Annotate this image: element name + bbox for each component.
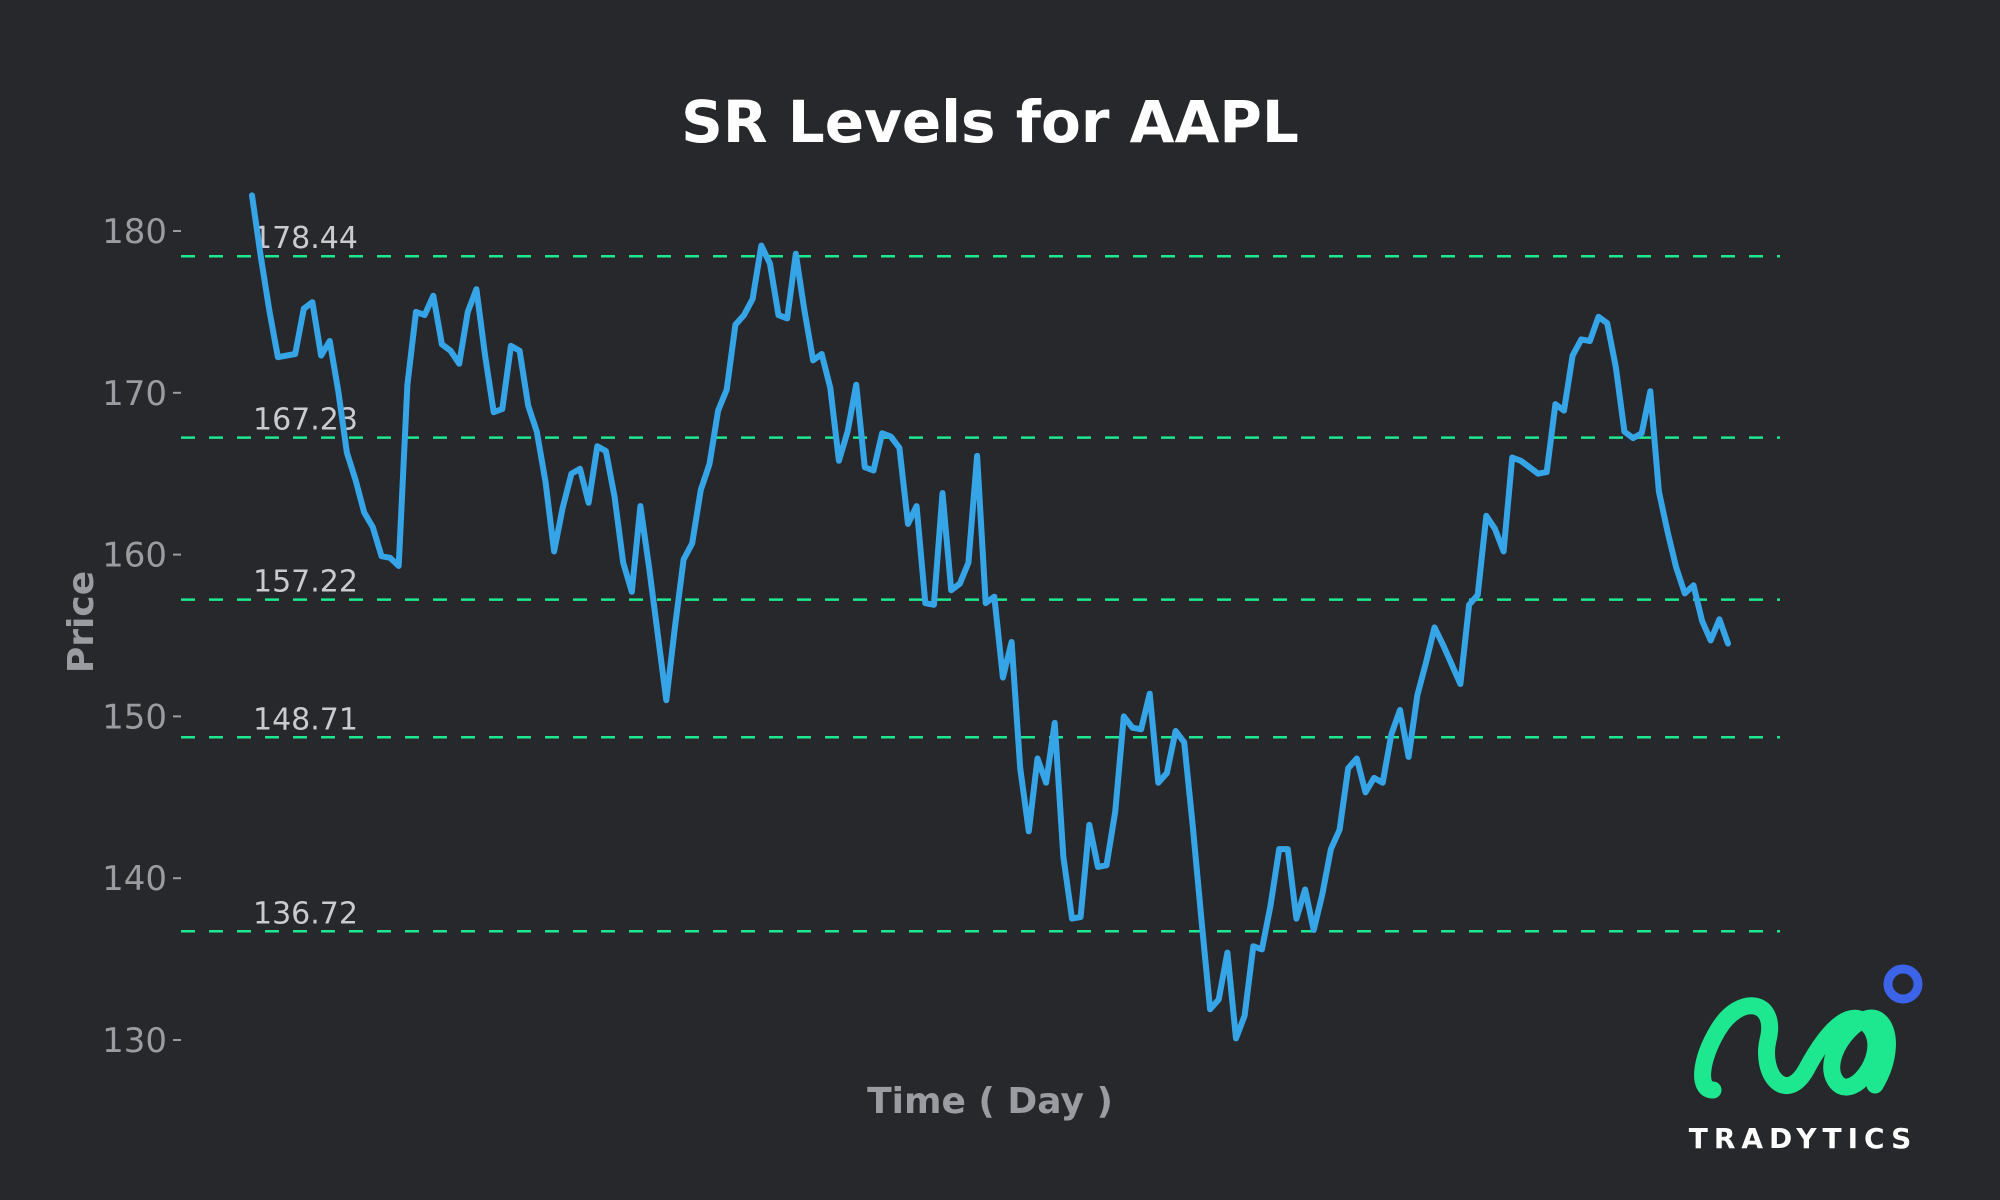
tradytics-logo-mark: [1694, 997, 1896, 1099]
y-tick-label: 130: [102, 1021, 167, 1061]
x-axis-label: Time ( Day ): [867, 1081, 1113, 1122]
y-tick-label: 160: [102, 536, 167, 576]
y-tick-label: 150: [102, 697, 167, 737]
sr-level-label: 136.72: [253, 896, 358, 931]
tradytics-wordmark: TRADYTICS: [1689, 1122, 1918, 1155]
y-axis-label: Price: [61, 571, 102, 673]
y-tick-label: 180: [102, 212, 167, 252]
tradytics-logo: TRADYTICS: [1689, 964, 1923, 1155]
y-tick-label: 140: [102, 859, 167, 899]
sr-level-label: 178.44: [253, 221, 358, 256]
y-axis-ticks: 130 140 150 160 170 180: [102, 212, 181, 1061]
chart-title: SR Levels for AAPL: [681, 88, 1299, 156]
price-series: [249, 192, 1731, 1042]
sr-level-label: 157.22: [253, 565, 358, 600]
tradytics-logo-dot: [1883, 964, 1923, 1004]
price-line: [249, 192, 1731, 1042]
y-tick-label: 170: [102, 374, 167, 414]
sr-level-label: 148.71: [253, 702, 358, 737]
